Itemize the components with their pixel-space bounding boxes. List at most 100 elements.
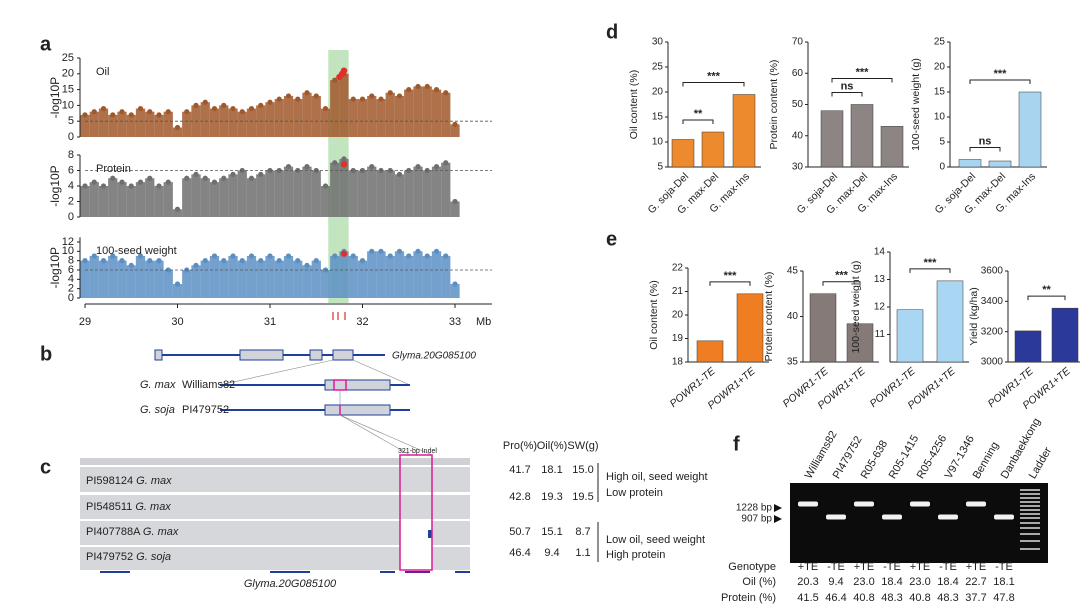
column-header: Pro(%) — [503, 440, 537, 452]
snp-cluster — [145, 178, 155, 217]
snp-cluster — [246, 108, 257, 137]
snp-cluster — [274, 260, 284, 298]
row-value: 48.3 — [881, 592, 902, 604]
gene-name: Glyma.20G085100 — [244, 578, 337, 590]
snp-cluster — [163, 182, 173, 217]
snp-peak — [119, 179, 125, 185]
row-label: Oil (%) — [742, 576, 776, 588]
series-label: 100-seed weight — [96, 245, 177, 257]
snp-peak — [322, 105, 329, 112]
x-tick-label: 29 — [79, 316, 91, 328]
bar — [958, 159, 982, 168]
bar — [671, 139, 695, 168]
trait-value: 1.1 — [575, 547, 590, 559]
y-tick-label: 14 — [874, 247, 886, 258]
snp-cluster — [219, 178, 229, 217]
snp-cluster — [154, 114, 164, 137]
snp-cluster — [237, 111, 247, 137]
snp-cluster — [339, 73, 349, 137]
snp-peak — [396, 93, 403, 99]
significance-label: ** — [694, 108, 703, 120]
snp-peak — [452, 121, 458, 127]
significance-bracket — [1027, 295, 1066, 301]
snp-peak — [396, 248, 403, 254]
snp-peak — [100, 105, 107, 112]
y-tick-label: 4 — [68, 180, 74, 192]
snp-peak — [433, 164, 440, 170]
snp-cluster — [228, 255, 238, 298]
gene-name: Glyma.20G085100 — [392, 351, 476, 362]
snp-cluster — [80, 186, 90, 217]
snp-cluster — [450, 124, 460, 137]
snp-peak — [387, 90, 393, 96]
snp-cluster — [394, 174, 405, 217]
snp-peak — [100, 183, 107, 189]
snp-peak — [211, 105, 218, 112]
row-label: PI598124 G. max — [86, 475, 172, 487]
snp-cluster — [404, 89, 414, 137]
snp-peak — [147, 258, 153, 264]
accession: PI598124 — [86, 475, 133, 487]
snp-peak — [332, 160, 338, 166]
snp-cluster — [219, 105, 229, 137]
snp-peak — [359, 96, 366, 102]
snp-peak — [239, 109, 245, 115]
y-tick-label: 8 — [68, 255, 74, 267]
lead-snp — [338, 70, 346, 78]
accession: PI548511 — [86, 501, 132, 513]
snp-cluster — [117, 182, 127, 217]
snp-cluster — [145, 260, 155, 298]
species: G. max — [143, 526, 179, 538]
snp-cluster — [376, 170, 386, 217]
snp-peak — [396, 171, 403, 177]
significance-label: *** — [856, 66, 870, 78]
snp-cluster — [431, 166, 442, 217]
snp-cluster — [385, 255, 395, 298]
lead-snp — [340, 250, 348, 257]
y-tick-label: 12 — [874, 302, 886, 313]
snp-cluster — [200, 178, 210, 217]
row-label: Genotype — [728, 561, 776, 573]
y-tick-label: 25 — [62, 52, 74, 64]
row-value: 40.8 — [909, 592, 930, 604]
significance-label: ** — [1042, 284, 1051, 296]
snp-cluster — [256, 260, 266, 298]
y-tick-label: 70 — [792, 37, 804, 48]
bar — [880, 126, 904, 168]
snp-cluster — [135, 255, 146, 298]
y-tick-label: 2 — [68, 195, 74, 207]
snp-cluster — [98, 260, 109, 298]
snp-cluster — [348, 255, 358, 298]
y-tick-label: 10 — [62, 99, 74, 111]
snp-cluster — [339, 251, 349, 298]
snp-cluster — [274, 170, 284, 217]
snp-cluster — [228, 108, 238, 137]
snp-cluster — [126, 265, 136, 298]
row-value: -TE — [827, 561, 845, 573]
snp-peak — [267, 253, 273, 259]
snp-cluster — [163, 269, 173, 298]
snp-cluster — [385, 170, 395, 217]
y-tick-label: 40 — [787, 311, 799, 322]
snp-peak — [304, 90, 310, 96]
y-tick-label: 10 — [652, 137, 664, 148]
snp-cluster — [172, 283, 183, 298]
snp-peak — [295, 96, 301, 102]
snp-peak — [110, 253, 116, 259]
bar — [732, 94, 756, 168]
snp-cluster — [348, 170, 358, 217]
snp-cluster — [237, 170, 247, 217]
snp-peak — [424, 253, 430, 259]
snp-cluster — [265, 102, 275, 137]
group-label: Low protein — [606, 487, 663, 499]
snp-cluster — [209, 255, 220, 298]
bar — [896, 309, 924, 363]
snp-cluster — [126, 186, 136, 217]
trait-value: 42.8 — [509, 491, 530, 503]
snp-cluster — [413, 166, 423, 217]
snp-cluster — [422, 255, 432, 298]
snp-cluster — [209, 108, 220, 137]
snp-cluster — [376, 99, 386, 137]
gel-band — [994, 514, 1014, 520]
row-value: +TE — [910, 561, 930, 573]
